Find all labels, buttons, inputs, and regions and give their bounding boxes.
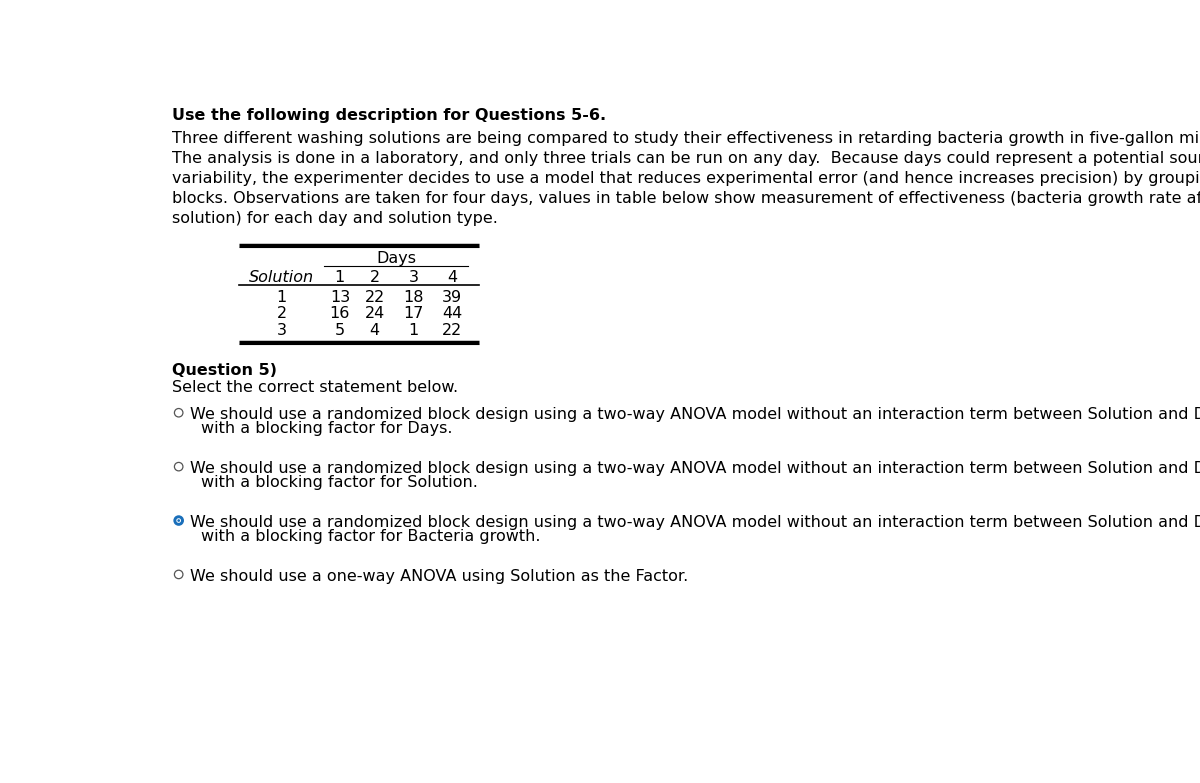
Text: with a blocking factor for Bacteria growth.: with a blocking factor for Bacteria grow… xyxy=(202,529,541,544)
Text: with a blocking factor for Days.: with a blocking factor for Days. xyxy=(202,421,452,436)
Text: 1: 1 xyxy=(335,269,346,284)
Text: 39: 39 xyxy=(442,290,462,305)
Text: with a blocking factor for Solution.: with a blocking factor for Solution. xyxy=(202,475,478,490)
Text: 5: 5 xyxy=(335,323,344,338)
Text: 3: 3 xyxy=(277,323,287,338)
Text: solution) for each day and solution type.: solution) for each day and solution type… xyxy=(172,211,498,226)
Text: We should use a randomized block design using a two-way ANOVA model without an i: We should use a randomized block design … xyxy=(191,515,1200,530)
Text: 4: 4 xyxy=(370,323,380,338)
Text: The analysis is done in a laboratory, and only three trials can be run on any da: The analysis is done in a laboratory, an… xyxy=(172,151,1200,166)
Text: variability, the experimenter decides to use a model that reduces experimental e: variability, the experimenter decides to… xyxy=(172,171,1200,186)
Text: We should use a randomized block design using a two-way ANOVA model without an i: We should use a randomized block design … xyxy=(191,407,1200,422)
Text: 2: 2 xyxy=(277,306,287,322)
Text: Use the following description for Questions 5-6.: Use the following description for Questi… xyxy=(172,108,606,123)
Text: Select the correct statement below.: Select the correct statement below. xyxy=(172,381,458,395)
Text: 13: 13 xyxy=(330,290,350,305)
Text: 44: 44 xyxy=(442,306,462,322)
Text: Days: Days xyxy=(376,251,416,266)
Text: We should use a randomized block design using a two-way ANOVA model without an i: We should use a randomized block design … xyxy=(191,461,1200,476)
Text: Three different washing solutions are being compared to study their effectivenes: Three different washing solutions are be… xyxy=(172,131,1200,146)
Circle shape xyxy=(178,519,180,522)
Text: We should use a one-way ANOVA using Solution as the Factor.: We should use a one-way ANOVA using Solu… xyxy=(191,569,689,584)
Text: blocks. Observations are taken for four days, values in table below show measure: blocks. Observations are taken for four … xyxy=(172,191,1200,206)
Text: Question 5): Question 5) xyxy=(172,363,277,378)
Text: 1: 1 xyxy=(408,323,419,338)
Text: 22: 22 xyxy=(365,290,385,305)
Text: 22: 22 xyxy=(442,323,462,338)
Text: 18: 18 xyxy=(403,290,424,305)
Text: 3: 3 xyxy=(408,269,419,284)
Text: 16: 16 xyxy=(330,306,350,322)
Circle shape xyxy=(176,518,181,523)
Text: 24: 24 xyxy=(365,306,385,322)
Text: 1: 1 xyxy=(277,290,287,305)
Circle shape xyxy=(174,516,182,525)
Text: 4: 4 xyxy=(448,269,457,284)
Text: Solution: Solution xyxy=(250,269,314,284)
Text: 2: 2 xyxy=(370,269,380,284)
Text: 17: 17 xyxy=(403,306,424,322)
